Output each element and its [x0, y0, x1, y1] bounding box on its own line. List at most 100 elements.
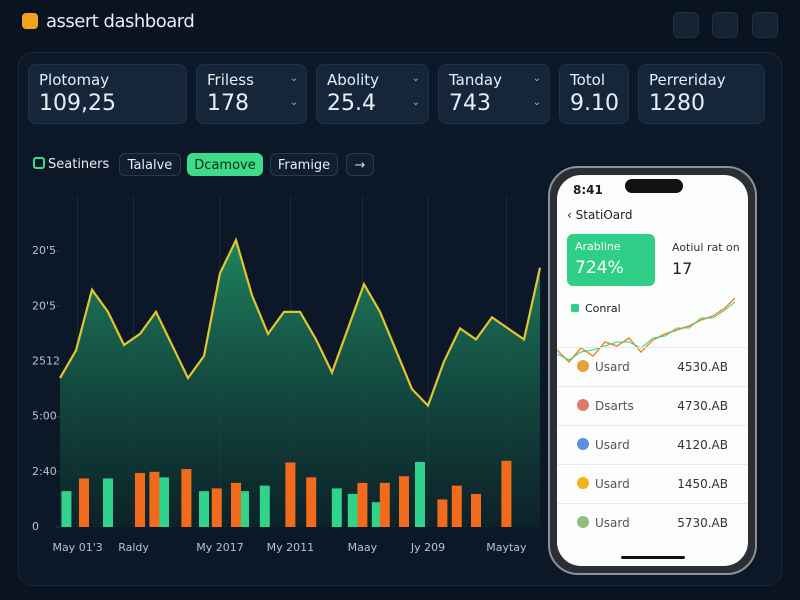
bar [259, 485, 270, 527]
bar [331, 488, 342, 527]
bar [471, 493, 481, 527]
notch [625, 179, 683, 193]
tab[interactable]: Seatiners [48, 157, 110, 172]
chevron: ⌄ [289, 97, 298, 108]
list-row[interactable]: Usard 1450.AB [557, 464, 748, 504]
bar [285, 462, 296, 527]
tab-icon [33, 157, 45, 169]
stat-card[interactable]: Friless 178 ⌄ ⌄ [196, 64, 307, 124]
y-tick-label: 20'5 [32, 244, 56, 257]
list-row[interactable]: Usard 4120.AB [557, 425, 748, 465]
stat-card[interactable]: Totol 9.10 [559, 64, 629, 124]
icon-button[interactable] [673, 12, 699, 38]
row-value: 1450.AB [677, 477, 728, 491]
phone-time: 8:41 [573, 183, 603, 197]
row-value: 4730.AB [677, 399, 728, 413]
row-icon [577, 516, 589, 528]
x-tick-label: Jy 209 [410, 541, 445, 554]
bar [415, 461, 425, 527]
card-value: 178 [207, 91, 249, 116]
list-row[interactable]: Dsarts 4730.AB [557, 386, 748, 426]
bar [437, 499, 448, 527]
tile-value: 724% [575, 258, 624, 278]
bar [199, 491, 209, 527]
bar [501, 460, 512, 527]
bar [347, 493, 358, 527]
y-tick-label: 2512 [32, 355, 60, 368]
row-name: Usard [595, 477, 630, 491]
row-name: Usard [595, 438, 630, 452]
logo [22, 13, 38, 29]
bar [371, 502, 382, 527]
phone-screen: 8:41 ‹ StatiOard Arabline 724% Aotiul ra… [557, 175, 748, 566]
stat-card[interactable]: Plotomay 109,25 [28, 64, 187, 124]
tab[interactable]: Framige [270, 153, 338, 176]
phone-title: ‹ StatiOard [567, 208, 633, 222]
tile-label: Arabline [575, 240, 621, 253]
chart: 0 2:40 5:00 2512 20'5 20'5 May 01'3 Raldy My 201… [32, 196, 542, 554]
x-tick-label: Maay [348, 541, 378, 554]
bar [231, 482, 241, 527]
chevron: ⌄ [532, 73, 541, 84]
area [60, 240, 540, 527]
tile[interactable]: Arabline 724% [567, 234, 655, 286]
bar [357, 482, 368, 527]
y-tick-label: 0 [32, 520, 39, 533]
bar [61, 491, 72, 527]
chevron: ⌄ [532, 97, 541, 108]
card-label: Perreriday [649, 71, 726, 89]
bar [181, 469, 192, 527]
row-icon [577, 477, 589, 489]
bar [159, 477, 169, 527]
tab[interactable]: Talalve [119, 153, 181, 176]
x-tick-label: My 2011 [267, 541, 315, 554]
tile-value: 17 [672, 259, 693, 278]
bar [135, 472, 145, 527]
card-value: 1280 [649, 91, 705, 116]
card-label: Abolity [327, 71, 380, 89]
y-tick-label: 2:40 [32, 465, 57, 478]
row-name: Usard [595, 360, 630, 374]
icon-button[interactable] [712, 12, 738, 38]
tile-label: Aotiul rat on [672, 241, 740, 254]
phone-title-text: StatiOard [575, 208, 633, 222]
x-tick-label: My 2017 [196, 541, 244, 554]
card-value: 109,25 [39, 91, 116, 116]
row-value: 4120.AB [677, 438, 728, 452]
row-name: Dsarts [595, 399, 634, 413]
card-label: Friless [207, 71, 254, 89]
card-value: 9.10 [570, 91, 619, 116]
mini-chart [557, 297, 736, 364]
chevron: ⌄ [411, 97, 420, 108]
chevron: ⌄ [411, 73, 420, 84]
icon-button[interactable] [752, 12, 778, 38]
bar [239, 491, 249, 527]
row-value: 4530.AB [677, 360, 728, 374]
card-label: Plotomay [39, 71, 110, 89]
bar [379, 482, 390, 527]
list-row[interactable]: Usard 5730.AB [557, 503, 748, 543]
card-value: 25.4 [327, 91, 376, 116]
chevron: ⌄ [289, 73, 298, 84]
next-button[interactable]: → [346, 153, 374, 176]
tab[interactable]: Dcamove [187, 153, 263, 176]
bar [103, 478, 113, 527]
bar [399, 476, 409, 527]
list-row[interactable]: Usard 4530.AB [557, 347, 748, 387]
home-bar [621, 556, 685, 559]
row-value: 5730.AB [677, 516, 728, 530]
bar [451, 485, 462, 527]
app-title: assert dashboard [46, 11, 195, 32]
stat-card[interactable]: Abolity 25.4 ⌄ ⌄ [316, 64, 429, 124]
stat-card[interactable]: Tanday 743 ⌄ ⌄ [438, 64, 550, 124]
bar [306, 477, 317, 527]
line [59, 237, 542, 408]
x-tick-label: Maytay [486, 541, 527, 554]
bar [79, 478, 89, 527]
stat-card[interactable]: Perreriday 1280 [638, 64, 765, 124]
row-icon [577, 399, 589, 411]
bar [149, 471, 160, 527]
x-tick-label: May 01'3 [52, 541, 102, 554]
y-tick-label: 5:00 [32, 410, 57, 423]
